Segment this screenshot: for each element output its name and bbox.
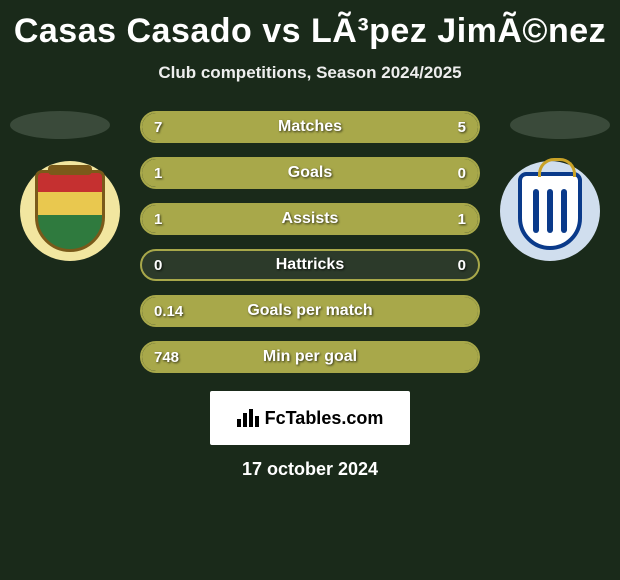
stat-label: Assists <box>142 210 478 228</box>
stat-row: 11Assists <box>140 203 480 235</box>
left-club-crest <box>20 161 120 261</box>
stat-row: 748Min per goal <box>140 341 480 373</box>
stat-row: 0.14Goals per match <box>140 295 480 327</box>
stat-label: Goals <box>142 164 478 182</box>
right-player-ellipse <box>510 111 610 139</box>
left-player-ellipse <box>10 111 110 139</box>
stat-row: 75Matches <box>140 111 480 143</box>
crest-icon <box>35 170 105 252</box>
stat-row: 00Hattricks <box>140 249 480 281</box>
right-club-crest <box>500 161 600 261</box>
stat-label: Goals per match <box>142 302 478 320</box>
stat-label: Matches <box>142 118 478 136</box>
fctables-logo: FcTables.com <box>210 391 410 445</box>
crest-icon <box>518 172 582 250</box>
snapshot-date: 17 october 2024 <box>0 459 620 480</box>
page-title: Casas Casado vs LÃ³pez JimÃ©nez <box>0 0 620 51</box>
comparison-panel: 75Matches 10Goals 11Assists 00Hattricks 0.14… <box>0 111 620 480</box>
stats-bars: 75Matches 10Goals 11Assists 00Hattricks 0.14… <box>140 111 480 373</box>
chart-icon <box>237 409 259 427</box>
page-subtitle: Club competitions, Season 2024/2025 <box>0 63 620 83</box>
stat-label: Hattricks <box>142 256 478 274</box>
logo-text: FcTables.com <box>265 408 384 429</box>
stat-label: Min per goal <box>142 348 478 366</box>
stat-row: 10Goals <box>140 157 480 189</box>
